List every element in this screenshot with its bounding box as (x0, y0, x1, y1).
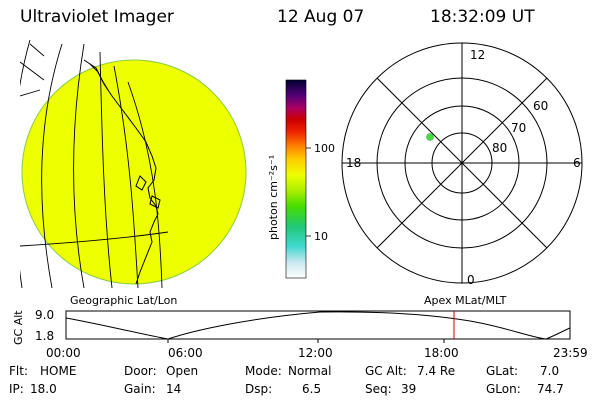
polar-diagonal (376, 77, 548, 249)
flt-value: HOME (40, 364, 77, 378)
map-caption: Geographic Lat/Lon (70, 294, 177, 307)
mlt-label-12: 12 (470, 48, 485, 62)
dsp-label: Dsp: (245, 382, 273, 396)
timeline-ylabel: GC Alt (12, 310, 25, 345)
timeline-xtick-2359: 23:59 (553, 346, 588, 360)
instrument-title: Ultraviolet Imager (20, 7, 174, 27)
coastline (89, 63, 109, 91)
latitude-line (20, 231, 169, 247)
ip-label: IP: (9, 382, 24, 396)
glon-label: GLon: (486, 382, 521, 396)
gcalt-label: GC Alt: (365, 364, 407, 378)
flt-label: Flt: (9, 364, 28, 378)
coastline (135, 175, 147, 191)
glat-label: GLat: (486, 364, 519, 378)
seq-value: 39 (401, 382, 417, 396)
mlt-label-6: 6 (573, 156, 581, 170)
seq-label: Seq: (365, 382, 392, 396)
time-label: 18:32:09 UT (430, 7, 535, 27)
longitude-line (73, 43, 85, 288)
glon-value: 74.7 (537, 382, 564, 396)
grid-line (20, 89, 41, 97)
timeline-frame (65, 310, 571, 340)
door-label: Door: (124, 364, 157, 378)
mlat-label-60: 60 (533, 99, 548, 113)
longitude-line (127, 81, 163, 288)
gcalt-value: 7.4 Re (417, 364, 456, 378)
timeline-ytick-bottom: 1.8 (35, 329, 54, 343)
timeline-ytick-top: 9.0 (35, 308, 54, 322)
coastline (149, 195, 161, 209)
longitude-line (99, 51, 113, 288)
spacecraft-position-dot (426, 133, 434, 141)
colorbar-tick-10: 10 (314, 230, 328, 243)
grid-line (20, 61, 45, 81)
altitude-curve (65, 311, 571, 340)
longitude-line (113, 65, 139, 288)
uv-disk (21, 59, 247, 285)
coastline (83, 59, 159, 285)
colorbar-label: photon cm⁻²s⁻¹ (267, 155, 280, 240)
mode-label: Mode: (245, 364, 282, 378)
gain-label: Gain: (124, 382, 156, 396)
ip-value: 18.0 (30, 382, 57, 396)
mlt-label-18: 18 (346, 156, 361, 170)
timeline-xtick-1800: 18:00 (424, 346, 459, 360)
colorbar-tick-100: 100 (314, 142, 335, 155)
mode-value: Normal (288, 364, 332, 378)
grid-line (29, 43, 45, 57)
dsp-value: 6.5 (302, 382, 322, 396)
colorbar-gradient (285, 79, 307, 279)
door-value: Open (166, 364, 199, 378)
mlt-label-0: 0 (467, 273, 475, 287)
longitude-line (41, 43, 63, 288)
mlat-label-70: 70 (511, 121, 526, 135)
apex-caption: Apex MLat/MLT (424, 294, 507, 307)
mlat-label-80: 80 (492, 141, 507, 155)
timeline-xtick-1200: 12:00 (298, 346, 333, 360)
longitude-line (20, 40, 31, 288)
gain-value: 14 (166, 382, 182, 396)
date-label: 12 Aug 07 (277, 7, 365, 27)
timeline-xtick-0600: 06:00 (168, 346, 203, 360)
timeline-xtick-0000: 00:00 (46, 346, 81, 360)
glat-value: 7.0 (540, 364, 560, 378)
